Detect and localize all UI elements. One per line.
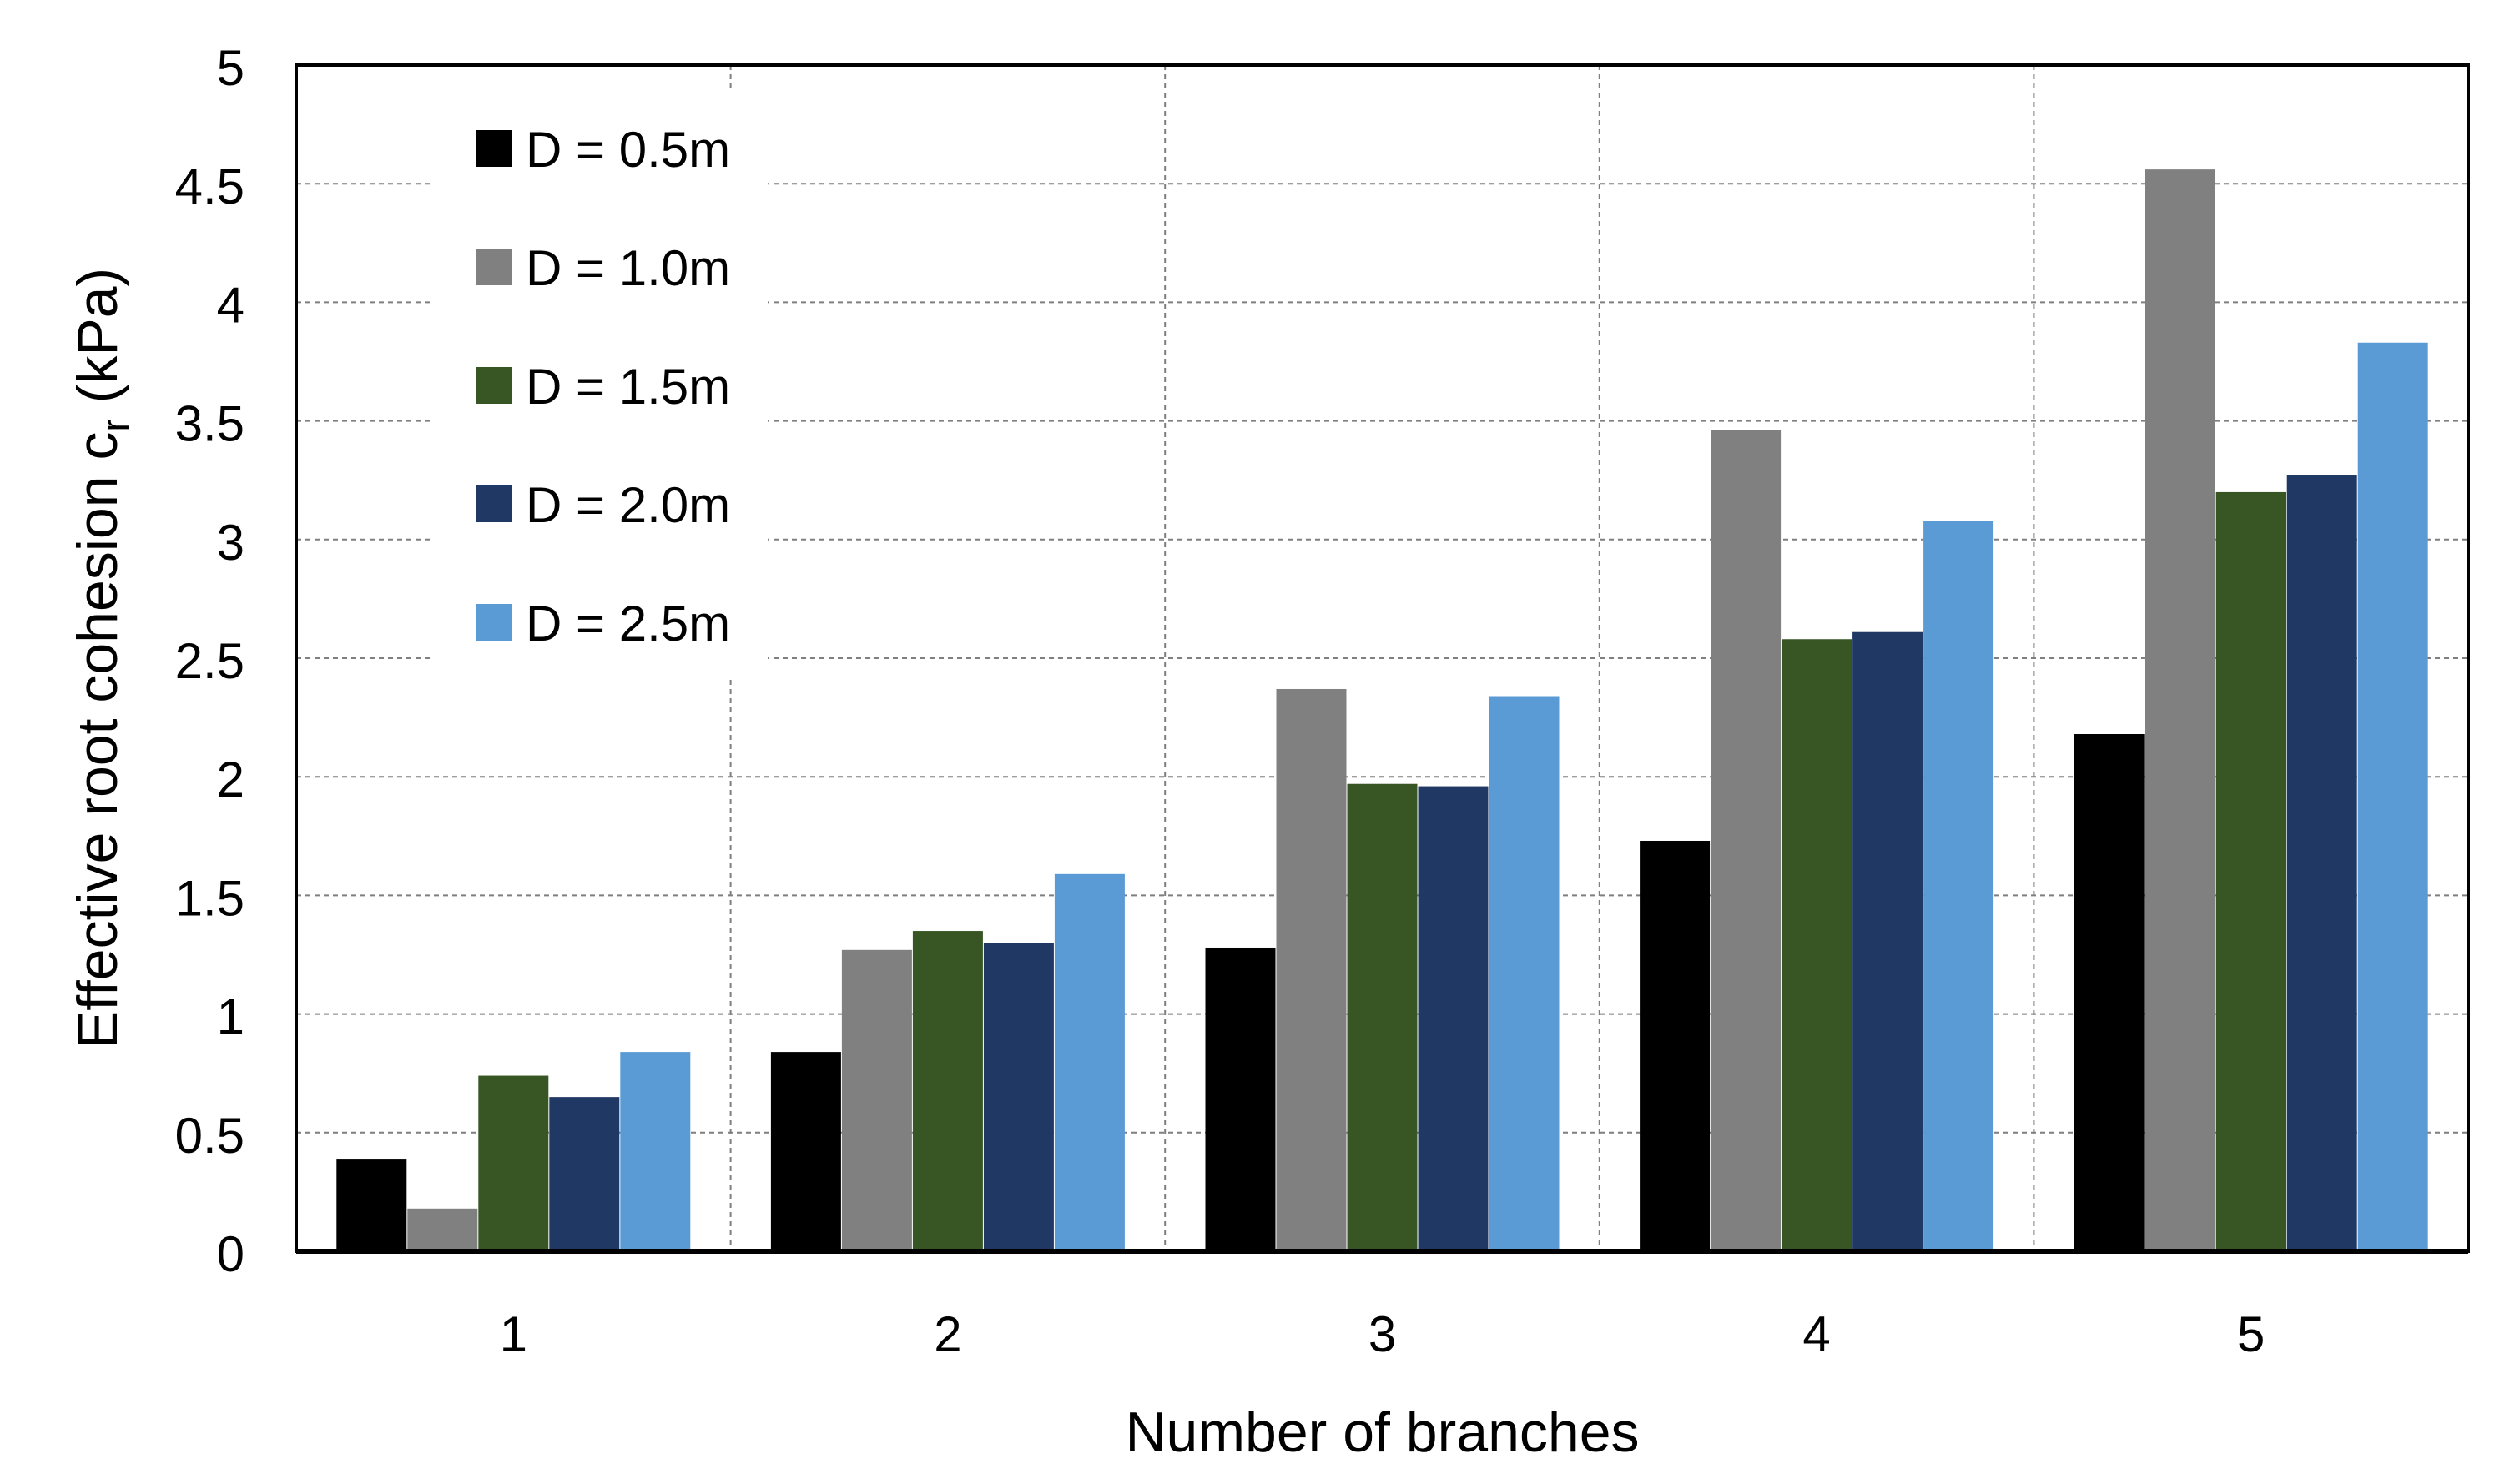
y-tick-label: 0 — [217, 1226, 244, 1282]
legend-label: D = 1.5m — [526, 359, 730, 415]
bar — [1276, 688, 1347, 1251]
x-tick-label: 2 — [934, 1306, 961, 1362]
bar — [336, 1159, 407, 1251]
bar — [770, 1052, 841, 1251]
bar — [2357, 342, 2428, 1251]
x-tick-label: 1 — [500, 1306, 527, 1362]
legend-label: D = 2.5m — [526, 596, 730, 651]
y-tick-label: 1 — [217, 989, 244, 1045]
y-axis-title-subscript: r — [93, 419, 137, 431]
legend-swatch — [476, 604, 512, 641]
bar — [620, 1052, 691, 1251]
bar — [983, 943, 1054, 1251]
y-tick-labels: 0 0.5 1 1.5 2 2.5 3 3.5 4 4.5 5 — [175, 40, 244, 1282]
bars — [336, 169, 2428, 1252]
bar — [1054, 873, 1125, 1251]
y-tick-label: 1.5 — [175, 870, 244, 926]
legend-swatch — [476, 367, 512, 404]
y-tick-label: 2.5 — [175, 633, 244, 689]
bar — [2286, 475, 2357, 1251]
bar — [1205, 947, 1276, 1251]
x-axis-title: Number of branches — [1125, 1401, 1639, 1464]
x-tick-label: 4 — [1802, 1306, 1830, 1362]
legend-label: D = 0.5m — [526, 122, 730, 178]
legend-swatch — [476, 249, 512, 285]
y-tick-label: 0.5 — [175, 1108, 244, 1164]
legend: D = 0.5m D = 1.0m D = 1.5m D = 2.0m D = 2.5m — [434, 88, 768, 676]
bar — [1489, 696, 1560, 1251]
y-axis-title-main: Effective root cohesion c — [66, 432, 129, 1049]
bar — [1782, 639, 1852, 1251]
legend-swatch — [476, 485, 512, 522]
bar — [1640, 840, 1711, 1251]
y-tick-label: 2 — [217, 752, 244, 807]
bar — [2074, 734, 2145, 1251]
y-axis-title-suffix: (kPa) — [66, 268, 129, 419]
bar — [1347, 783, 1418, 1251]
legend-label: D = 1.0m — [526, 240, 730, 296]
y-axis-title: Effective root cohesion cr (kPa) — [66, 268, 137, 1049]
x-tick-label: 5 — [2237, 1306, 2265, 1362]
y-tick-label: 5 — [217, 40, 244, 96]
bar — [912, 931, 983, 1251]
bar — [407, 1208, 478, 1251]
bar — [841, 949, 912, 1251]
y-tick-label: 4.5 — [175, 158, 244, 214]
y-tick-label: 3.5 — [175, 396, 244, 452]
bar — [1923, 521, 1994, 1251]
x-tick-label: 3 — [1368, 1306, 1396, 1362]
bar — [2215, 491, 2286, 1251]
legend-swatch — [476, 130, 512, 167]
bar — [1418, 786, 1489, 1251]
bar — [2145, 169, 2215, 1252]
bar — [549, 1097, 620, 1251]
bar — [1711, 430, 1782, 1251]
bar — [478, 1075, 549, 1251]
legend-label: D = 2.0m — [526, 477, 730, 533]
y-tick-label: 3 — [217, 515, 244, 571]
bar — [1852, 631, 1923, 1251]
y-tick-label: 4 — [217, 277, 244, 333]
x-tick-labels: 1 2 3 4 5 — [500, 1306, 2266, 1362]
